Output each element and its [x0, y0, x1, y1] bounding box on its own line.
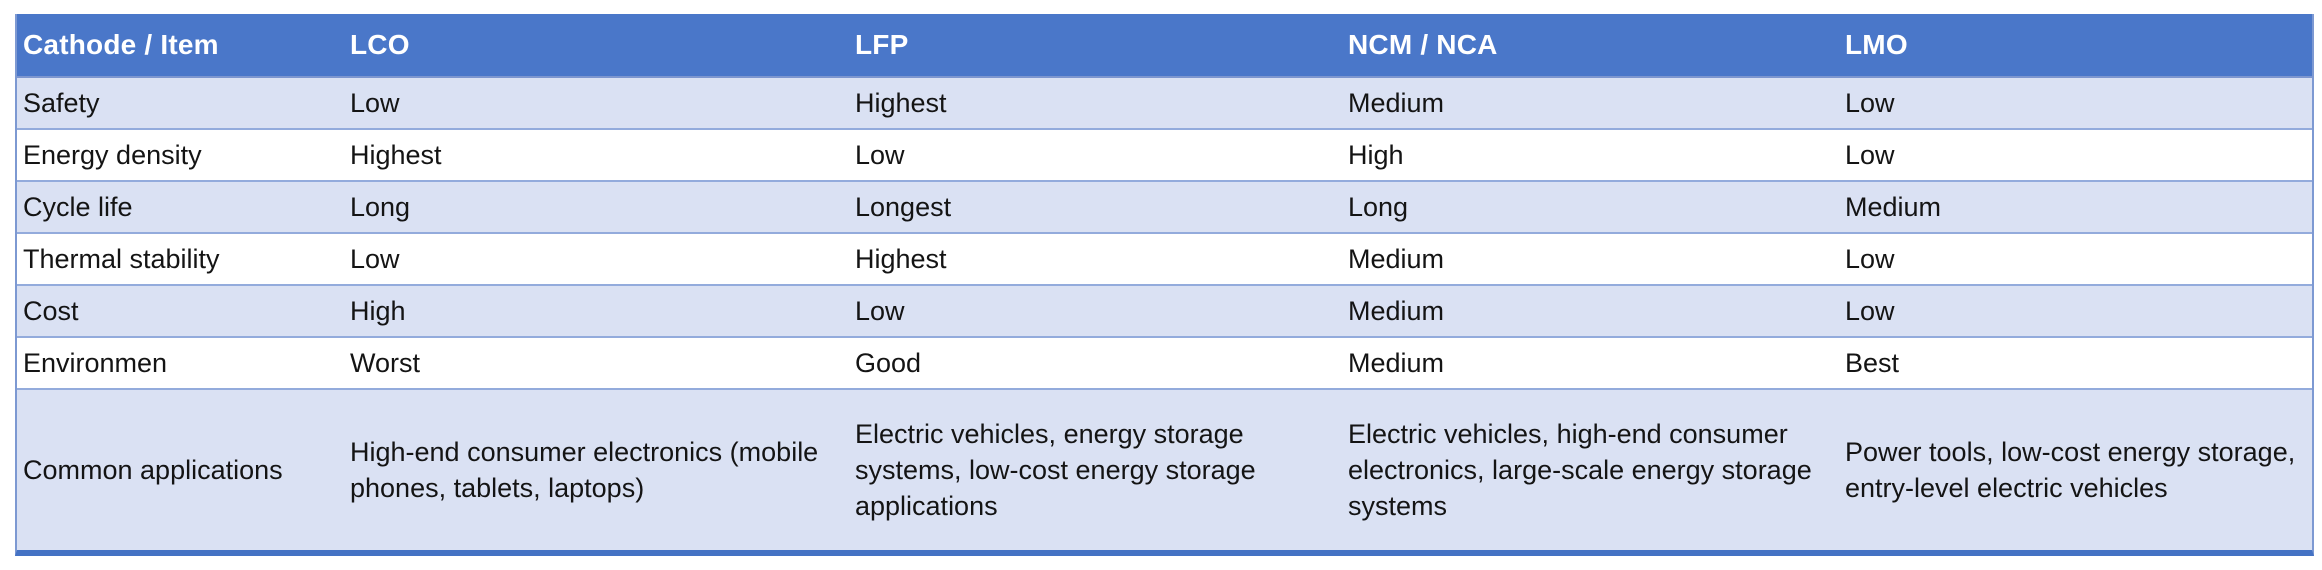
table-cell: Low — [344, 78, 849, 130]
table-cell: Medium — [1839, 182, 2312, 234]
table-row-energy-density: Energy density Highest Low High Low — [17, 130, 2312, 182]
row-label: Cycle life — [17, 182, 344, 234]
table-cell: Best — [1839, 338, 2312, 390]
table-cell: Electric vehicles, energy storage system… — [849, 390, 1342, 550]
table-cell: Worst — [344, 338, 849, 390]
table-cell: Long — [344, 182, 849, 234]
table-row-common-applications: Common applications High-end consumer el… — [17, 390, 2312, 550]
table-cell: Low — [849, 286, 1342, 338]
table-cell: Low — [1839, 234, 2312, 286]
row-label: Safety — [17, 78, 344, 130]
table-cell: High-end consumer electronics (mobile ph… — [344, 390, 849, 550]
table-cell: Medium — [1342, 286, 1839, 338]
table-cell: Highest — [849, 234, 1342, 286]
table-cell: Low — [344, 234, 849, 286]
table-cell: Highest — [344, 130, 849, 182]
table-cell: Electric vehicles, high-end consumer ele… — [1342, 390, 1839, 550]
row-label: Thermal stability — [17, 234, 344, 286]
table-cell: Longest — [849, 182, 1342, 234]
table-row-thermal-stability: Thermal stability Low Highest Medium Low — [17, 234, 2312, 286]
table-cell: High — [1342, 130, 1839, 182]
row-label: Environmen — [17, 338, 344, 390]
row-label: Cost — [17, 286, 344, 338]
row-label: Energy density — [17, 130, 344, 182]
row-label: Common applications — [17, 390, 344, 550]
column-header-lmo: LMO — [1839, 14, 2312, 78]
table-cell: Long — [1342, 182, 1839, 234]
table-cell: Highest — [849, 78, 1342, 130]
table-cell: Medium — [1342, 338, 1839, 390]
table-row-safety: Safety Low Highest Medium Low — [17, 78, 2312, 130]
cathode-comparison-table: Cathode / Item LCO LFP NCM / NCA LMO Saf… — [15, 14, 2314, 556]
table-cell: Low — [1839, 286, 2312, 338]
table-cell: Medium — [1342, 234, 1839, 286]
table-cell: Low — [1839, 130, 2312, 182]
table-cell: Power tools, low-cost energy storage, en… — [1839, 390, 2312, 550]
table-row-cost: Cost High Low Medium Low — [17, 286, 2312, 338]
table-cell: Low — [1839, 78, 2312, 130]
table-header-row: Cathode / Item LCO LFP NCM / NCA LMO — [17, 14, 2312, 78]
table-cell: High — [344, 286, 849, 338]
column-header-lfp: LFP — [849, 14, 1342, 78]
column-header-lco: LCO — [344, 14, 849, 78]
table-row-cycle-life: Cycle life Long Longest Long Medium — [17, 182, 2312, 234]
column-header-cathode-item: Cathode / Item — [17, 14, 344, 78]
table-cell: Medium — [1342, 78, 1839, 130]
table-cell: Good — [849, 338, 1342, 390]
table-row-environmen: Environmen Worst Good Medium Best — [17, 338, 2312, 390]
column-header-ncm-nca: NCM / NCA — [1342, 14, 1839, 78]
table-cell: Low — [849, 130, 1342, 182]
